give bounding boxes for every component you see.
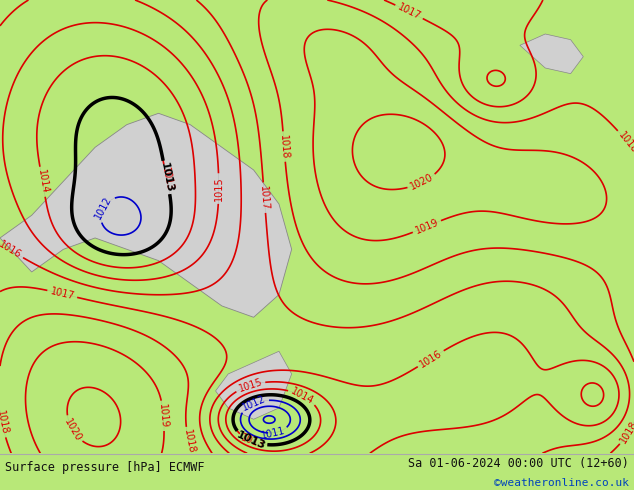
Text: 1013: 1013 bbox=[235, 430, 267, 452]
Text: 1017: 1017 bbox=[259, 185, 270, 210]
Text: 1018: 1018 bbox=[0, 410, 10, 436]
Text: 1013: 1013 bbox=[240, 433, 266, 451]
Text: 1015: 1015 bbox=[214, 176, 224, 201]
Text: 1014: 1014 bbox=[36, 169, 49, 195]
Text: 1020: 1020 bbox=[408, 172, 435, 192]
Text: 1011: 1011 bbox=[260, 425, 286, 441]
Text: 1016: 1016 bbox=[0, 239, 23, 261]
Text: 1014: 1014 bbox=[289, 386, 316, 406]
Polygon shape bbox=[0, 113, 292, 318]
Text: 1016: 1016 bbox=[418, 348, 444, 369]
Text: 1018: 1018 bbox=[618, 418, 634, 445]
Text: 1019: 1019 bbox=[413, 217, 440, 236]
Text: Sa 01-06-2024 00:00 UTC (12+60): Sa 01-06-2024 00:00 UTC (12+60) bbox=[408, 457, 629, 470]
Text: 1019: 1019 bbox=[157, 403, 169, 428]
Text: 1018: 1018 bbox=[616, 130, 634, 155]
Text: 1018: 1018 bbox=[182, 429, 196, 455]
Text: 1013: 1013 bbox=[158, 161, 174, 194]
Text: Surface pressure [hPa] ECMWF: Surface pressure [hPa] ECMWF bbox=[5, 461, 205, 474]
Text: ©weatheronline.co.uk: ©weatheronline.co.uk bbox=[494, 478, 629, 489]
Text: 1015: 1015 bbox=[237, 377, 264, 394]
Text: 1017: 1017 bbox=[396, 2, 422, 22]
Text: 1020: 1020 bbox=[62, 416, 83, 443]
Text: 1013: 1013 bbox=[160, 167, 174, 193]
Polygon shape bbox=[216, 351, 292, 419]
Text: 1017: 1017 bbox=[49, 286, 75, 301]
Text: 1012: 1012 bbox=[93, 195, 113, 221]
Text: 1012: 1012 bbox=[241, 393, 268, 413]
Polygon shape bbox=[520, 34, 583, 74]
Text: 1018: 1018 bbox=[278, 134, 290, 159]
